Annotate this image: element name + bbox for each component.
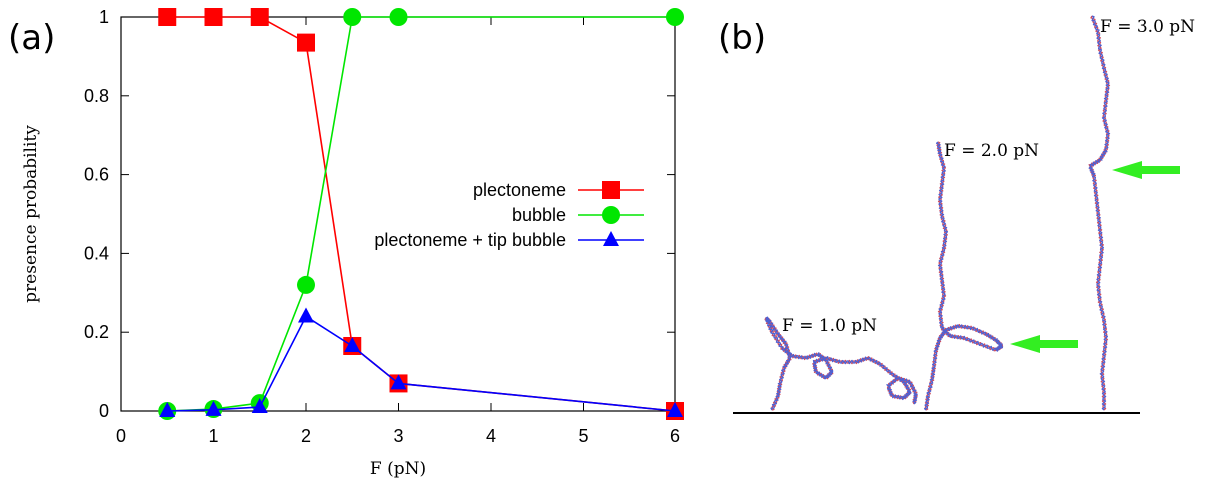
- data-point: [205, 400, 222, 416]
- y-tick-label: 1: [99, 7, 109, 27]
- strand-helix: [924, 141, 1004, 411]
- dna-strands: [764, 15, 1111, 411]
- legend-marker: [603, 231, 619, 246]
- data-point: [297, 275, 315, 294]
- strand-helix: [765, 316, 918, 411]
- data-point: [343, 8, 362, 26]
- series-line: [167, 16, 675, 412]
- panel-b-label: (b): [718, 18, 766, 58]
- series-line: [167, 16, 676, 412]
- data-point: [667, 402, 683, 417]
- legend-label: plectoneme + tip bubble: [374, 230, 566, 250]
- data-point: [158, 8, 177, 26]
- force-label-1: F = 1.0 pN: [782, 316, 877, 336]
- x-axis: 0 1 2 3 4 5 6: [116, 17, 680, 446]
- dna-strand-1: [764, 316, 918, 411]
- data-point: [344, 336, 361, 352]
- legend-marker: [602, 206, 620, 224]
- legend-label: bubble: [512, 205, 566, 225]
- x-tick-label: 3: [393, 426, 403, 446]
- strand-helix: [923, 141, 1004, 411]
- data-point: [389, 8, 408, 26]
- x-tick-label: 4: [486, 426, 496, 446]
- x-tick-label: 1: [208, 426, 218, 446]
- data-point: [390, 374, 407, 390]
- data-point: [251, 398, 268, 414]
- y-tick-label: 0: [99, 401, 109, 421]
- data-point: [159, 402, 176, 417]
- force-label-3: F = 3.0 pN: [1100, 17, 1195, 37]
- panel-a-label: (a): [8, 18, 55, 58]
- legend-marker: [602, 181, 620, 199]
- data-point: [298, 307, 314, 323]
- y-axis: 0 0.2 0.4 0.6 0.8 1: [84, 7, 675, 421]
- data-point: [297, 33, 315, 52]
- plot-frame: [120, 16, 676, 412]
- arrow-icon: [1112, 161, 1180, 179]
- panel-a: (a) 0 1 2 3 4 5 6 0 0.2 0.4 0.6 0.8 1 F (pN) presen…: [8, 7, 684, 479]
- arrows: [1010, 161, 1180, 353]
- arrow-icon: [1010, 335, 1078, 353]
- dna-strand-3: [1088, 15, 1111, 411]
- x-tick-label: 2: [301, 426, 311, 446]
- x-tick-label: 0: [116, 426, 126, 446]
- series-line: [167, 315, 676, 412]
- x-axis-title: F (pN): [370, 459, 426, 479]
- dna-strand-2: [923, 141, 1004, 411]
- y-tick-label: 0.8: [84, 86, 109, 106]
- y-tick-label: 0.4: [84, 243, 109, 263]
- data-point: [666, 8, 684, 26]
- panel-b: (b) F = 1.0 pN F = 2.0 pN F = 3.0 pN: [718, 15, 1195, 414]
- series-triangle: [159, 307, 683, 417]
- legend-label: plectoneme: [473, 180, 566, 200]
- x-tick-label: 6: [670, 426, 680, 446]
- data-point: [250, 8, 269, 26]
- strand-helix: [1088, 15, 1111, 411]
- y-tick-label: 0.6: [84, 165, 109, 185]
- x-tick-label: 5: [578, 426, 588, 446]
- force-label-2: F = 2.0 pN: [944, 141, 1039, 161]
- y-tick-label: 0.2: [84, 322, 109, 342]
- y-axis-title: presence probability: [21, 125, 41, 303]
- legend: plectoneme bubble plectoneme + tip bubble: [374, 180, 644, 250]
- series-layer: [158, 8, 684, 420]
- data-point: [204, 8, 223, 26]
